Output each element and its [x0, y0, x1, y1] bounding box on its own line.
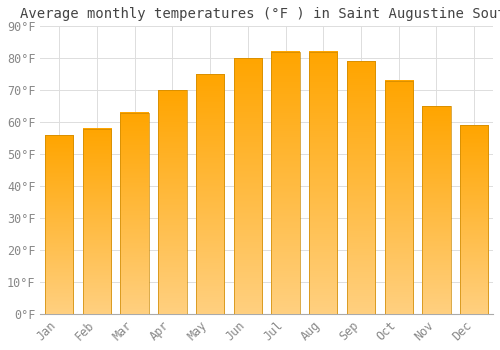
- Bar: [120, 113, 149, 314]
- Bar: [234, 58, 262, 314]
- Bar: [422, 106, 450, 314]
- Title: Average monthly temperatures (°F ) in Saint Augustine South: Average monthly temperatures (°F ) in Sa…: [20, 7, 500, 21]
- Bar: [158, 90, 186, 314]
- Bar: [384, 80, 413, 314]
- Bar: [45, 135, 74, 314]
- Bar: [347, 62, 375, 314]
- Bar: [196, 74, 224, 314]
- Bar: [83, 128, 111, 314]
- Bar: [309, 52, 338, 314]
- Bar: [272, 52, 299, 314]
- Bar: [460, 125, 488, 314]
